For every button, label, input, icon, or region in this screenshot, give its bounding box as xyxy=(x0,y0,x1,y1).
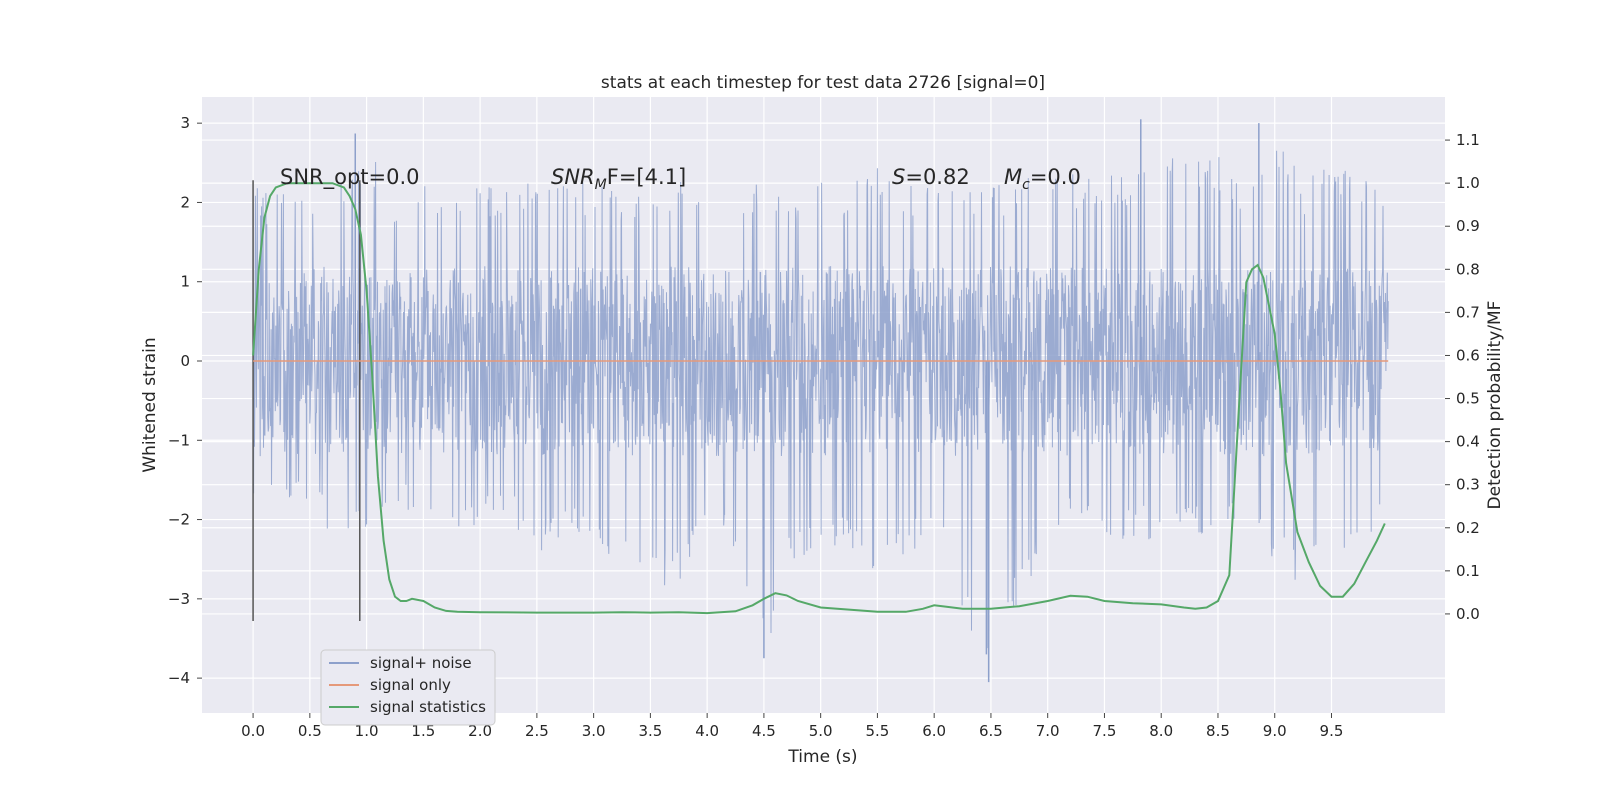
x-tick-label: 2.5 xyxy=(525,722,549,740)
right-tick-label: 0.8 xyxy=(1456,260,1480,278)
annotation-mc: Mc=0.0 xyxy=(1004,165,1081,193)
x-tick-label: 7.5 xyxy=(1093,722,1117,740)
x-tick-label: 0.5 xyxy=(298,722,322,740)
x-tick-label: 1.5 xyxy=(411,722,435,740)
right-tick-label: 0.4 xyxy=(1456,433,1480,451)
right-tick-label: 0.0 xyxy=(1456,605,1480,623)
chart-title: stats at each timestep for test data 272… xyxy=(601,73,1045,93)
right-tick-label: 1.1 xyxy=(1456,131,1480,149)
legend-label-signal-only: signal only xyxy=(370,676,451,694)
right-axis-label: Detection probability/MF xyxy=(1485,301,1505,510)
signal-statistics-line xyxy=(252,182,1386,615)
x-axis-label: Time (s) xyxy=(787,747,857,767)
y-tick-label: 1 xyxy=(180,273,190,291)
x-tick-label: 5.0 xyxy=(809,722,833,740)
right-tick-label: 0.6 xyxy=(1456,346,1480,364)
x-tick-label: 9.5 xyxy=(1320,722,1344,740)
right-tick-label: 0.7 xyxy=(1456,303,1480,321)
x-tick-label: 9.0 xyxy=(1263,722,1287,740)
x-tick-label: 2.0 xyxy=(468,722,492,740)
right-tick-label: 0.5 xyxy=(1456,390,1480,408)
x-tick-label: 6.0 xyxy=(922,722,946,740)
y-tick-label: 0 xyxy=(180,352,190,370)
legend: signal+ noise signal only signal statist… xyxy=(320,649,496,726)
legend-box xyxy=(320,649,496,726)
right-tick-label: 0.3 xyxy=(1456,476,1480,494)
x-tick-label: 3.5 xyxy=(638,722,662,740)
series-signal-noise xyxy=(252,119,1389,683)
x-tick-label: 1.0 xyxy=(355,722,379,740)
vertical-markers xyxy=(252,180,361,622)
y-tick-label: 2 xyxy=(180,193,190,211)
right-tick-label: 0.9 xyxy=(1456,217,1480,235)
x-axis-ticks: 0.0 0.5 1.0 1.5 2.0 2.5 3.0 3.5 4.0 4.5 5.0 5.5 6.0 6… xyxy=(241,713,1343,740)
legend-label-signal-statistics: signal statistics xyxy=(370,698,486,716)
x-tick-label: 0.0 xyxy=(241,722,265,740)
y-tick-label: −1 xyxy=(168,431,190,449)
legend-label-signal-noise: signal+ noise xyxy=(370,654,472,672)
x-tick-label: 3.0 xyxy=(582,722,606,740)
annotation-s: S=0.82 xyxy=(892,165,970,189)
x-tick-label: 8.0 xyxy=(1149,722,1173,740)
right-tick-label: 1.0 xyxy=(1456,174,1480,192)
y-tick-label: −2 xyxy=(168,511,190,529)
right-axis-ticks: 1.1 1.0 0.9 0.8 0.7 0.6 0.5 0.4 0.3 0.2 0.1 0.0 xyxy=(1445,131,1480,623)
x-tick-label: 8.5 xyxy=(1206,722,1230,740)
y-axis-ticks: 3 2 1 0 −1 −2 −3 −4 xyxy=(168,114,202,687)
y-tick-label: 3 xyxy=(180,114,190,132)
x-tick-label: 4.5 xyxy=(752,722,776,740)
right-tick-label: 0.1 xyxy=(1456,562,1480,580)
annotation-snr-mf: SNRMF=[4.1] xyxy=(551,165,686,193)
x-tick-label: 4.0 xyxy=(695,722,719,740)
annotation-snr-opt: SNR_opt=0.0 xyxy=(280,165,420,190)
series-signal-statistics xyxy=(252,182,1386,615)
right-tick-label: 0.2 xyxy=(1456,519,1480,537)
x-tick-label: 7.0 xyxy=(1036,722,1060,740)
x-tick-label: 6.5 xyxy=(979,722,1003,740)
signal-noise-line xyxy=(252,150,1389,649)
x-tick-label: 5.5 xyxy=(865,722,889,740)
y-axis-label: Whitened strain xyxy=(140,337,160,472)
y-tick-label: −3 xyxy=(168,590,190,608)
y-tick-label: −4 xyxy=(168,669,190,687)
